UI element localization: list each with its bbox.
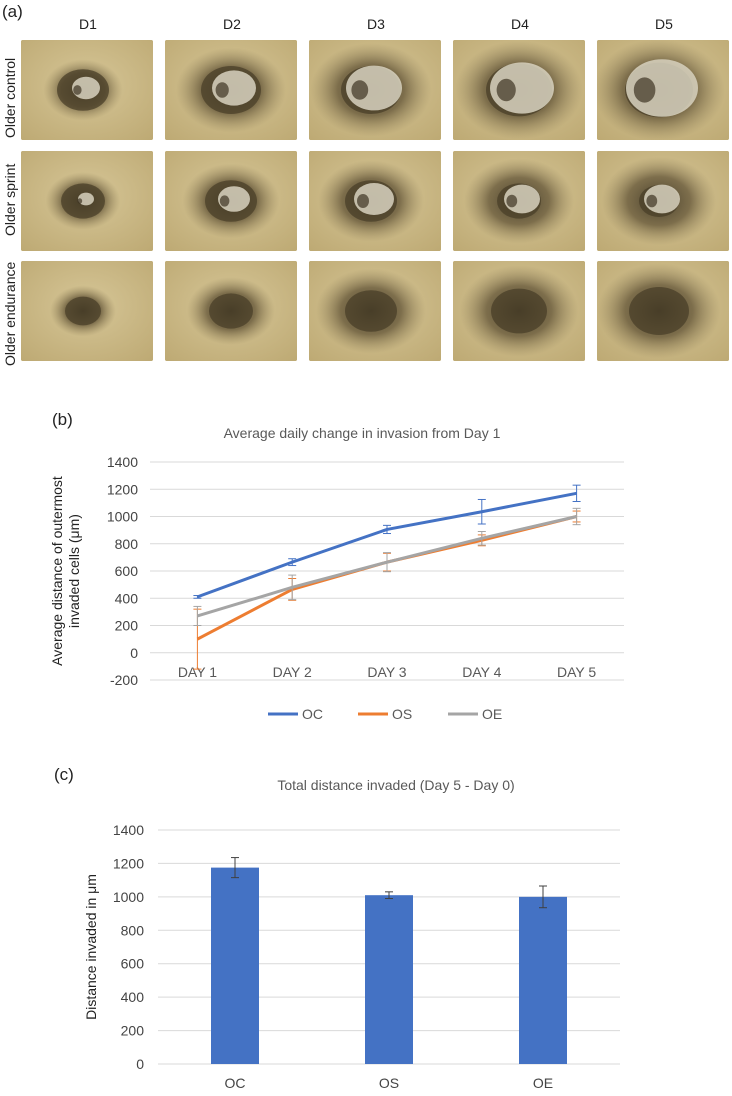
micrograph-tile bbox=[453, 261, 585, 361]
series-line bbox=[196, 515, 577, 618]
line-chart-xtick-label: DAY 2 bbox=[273, 664, 312, 680]
column-label-d3: D3 bbox=[367, 16, 385, 32]
bar-chart-xtick-label: OS bbox=[379, 1075, 399, 1091]
line-chart-xtick-label: DAY 1 bbox=[178, 664, 217, 680]
bar-chart-ytick-label: 400 bbox=[121, 989, 145, 1005]
bar-chart-xtick-label: OE bbox=[533, 1075, 553, 1091]
bar-chart-title: Total distance invaded (Day 5 - Day 0) bbox=[277, 777, 514, 793]
micrograph-tile bbox=[453, 151, 585, 251]
row-label-older-endurance: Older endurance bbox=[2, 261, 18, 366]
line-chart-ylabel-line-1: Average distance of outermost bbox=[49, 476, 65, 666]
series-line bbox=[196, 515, 577, 641]
line-series-os bbox=[193, 510, 581, 670]
micrograph-tile bbox=[309, 261, 441, 361]
bar-chart-ylabel: Distance invaded in μm bbox=[83, 874, 99, 1020]
bar-chart: Total distance invaded (Day 5 - Day 0) D… bbox=[83, 777, 620, 1091]
micrograph-tile bbox=[21, 261, 153, 361]
line-chart-ytick-label: 800 bbox=[115, 536, 139, 552]
line-chart-legend: OC OS OE bbox=[268, 706, 502, 722]
column-label-d2: D2 bbox=[223, 16, 241, 32]
line-series-oe bbox=[193, 507, 581, 626]
line-chart-ytick-label: -200 bbox=[110, 672, 138, 688]
micrograph-tile bbox=[21, 40, 153, 140]
bar-chart-ytick-label: 0 bbox=[136, 1056, 144, 1072]
bar-chart-ytick-label: 200 bbox=[121, 1023, 145, 1039]
row-label-older-control: Older control bbox=[2, 57, 18, 138]
line-chart-ylabel-line-2: invaded cells (μm) bbox=[66, 514, 82, 628]
micrograph-tile bbox=[309, 151, 441, 251]
line-chart-ytick-label: 1200 bbox=[107, 481, 138, 497]
line-chart-ytick-label: 600 bbox=[115, 563, 139, 579]
micrograph-tile bbox=[165, 151, 297, 251]
bar-oe bbox=[519, 896, 567, 1064]
line-chart-ytick-label: 1400 bbox=[107, 454, 138, 470]
line-chart-ytick-label: 0 bbox=[130, 645, 138, 661]
bar-chart-ytick-label: 600 bbox=[121, 956, 145, 972]
line-chart-ytick-label: 1000 bbox=[107, 509, 138, 525]
panel-b-label: (b) bbox=[52, 410, 73, 429]
column-label-d5: D5 bbox=[655, 16, 673, 32]
bar-chart-ytick-label: 800 bbox=[121, 922, 145, 938]
micrograph-tile bbox=[21, 151, 153, 251]
micrograph-tile bbox=[165, 261, 297, 361]
line-chart-xtick-label: DAY 3 bbox=[367, 664, 406, 680]
line-chart-title: Average daily change in invasion from Da… bbox=[224, 425, 501, 441]
bar-chart-ytick-label: 1000 bbox=[113, 889, 144, 905]
panel-c-label: (c) bbox=[54, 765, 74, 784]
column-label-d4: D4 bbox=[511, 16, 529, 32]
panel-a-label: (a) bbox=[2, 2, 23, 21]
line-series-oc bbox=[193, 484, 581, 599]
line-chart-xtick-label: DAY 4 bbox=[462, 664, 501, 680]
legend-label-oe: OE bbox=[482, 706, 502, 722]
series-line bbox=[196, 491, 577, 599]
micrograph-tile bbox=[597, 151, 729, 251]
bar-os bbox=[365, 895, 413, 1064]
bar-chart-ytick-label: 1200 bbox=[113, 855, 144, 871]
bar-chart-xtick-label: OC bbox=[225, 1075, 246, 1091]
legend-label-os: OS bbox=[392, 706, 412, 722]
line-chart-ytick-label: 400 bbox=[115, 590, 139, 606]
bar-oc bbox=[211, 867, 259, 1064]
line-chart-ytick-label: 200 bbox=[115, 618, 139, 634]
legend-label-oc: OC bbox=[302, 706, 323, 722]
line-chart-xtick-label: DAY 5 bbox=[557, 664, 596, 680]
bar-chart-ytick-label: 1400 bbox=[113, 822, 144, 838]
micrograph-tile bbox=[309, 40, 441, 140]
micrograph-tile bbox=[453, 40, 585, 140]
row-label-older-sprint: Older sprint bbox=[2, 163, 18, 236]
micrograph-tile bbox=[165, 40, 297, 140]
column-label-d1: D1 bbox=[79, 16, 97, 32]
line-chart: Average daily change in invasion from Da… bbox=[49, 425, 624, 722]
micrograph-tile bbox=[597, 40, 729, 140]
micrograph-tile bbox=[597, 261, 729, 361]
